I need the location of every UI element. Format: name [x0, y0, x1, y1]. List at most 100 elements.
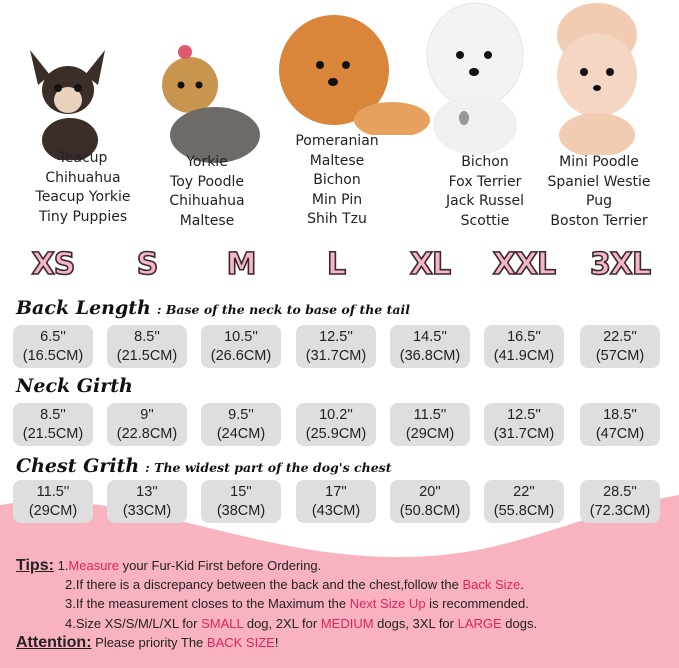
measurement-cell: 8.5'' (21.5CM)	[13, 403, 93, 446]
tip-highlight: Measure	[68, 558, 119, 573]
inch-value: 9.5''	[228, 407, 254, 423]
tip-text: 2.If there is a discrepancy between the …	[65, 577, 463, 593]
breed: Teacup Yorkie	[35, 189, 131, 205]
inch-value: 9''	[140, 407, 154, 423]
tip-highlight: SMALL	[201, 615, 244, 631]
chihuahua-photo	[30, 50, 105, 160]
measurement-cell: 12.5'' (31.7CM)	[484, 403, 564, 446]
breed: Min Pin	[311, 191, 363, 208]
measurement-cell: 22.5'' (57CM)	[580, 325, 660, 368]
tip-highlight: MEDIUM	[320, 615, 374, 631]
breed: Pomeranian	[295, 133, 379, 149]
tip-text: your Fur-Kid First before Ordering.	[118, 558, 322, 573]
attention-text: Please priority The	[91, 635, 207, 650]
attention-highlight: BACK SIZE	[206, 635, 275, 650]
inch-value: 10.5''	[224, 329, 258, 345]
breed-list-l: Pomeranian Maltese Bichon Min Pin Shih Tzu	[257, 132, 417, 230]
cm-value: (29CM)	[405, 426, 455, 442]
attention-end: !	[274, 635, 279, 650]
cm-value: (21.5CM)	[116, 348, 178, 364]
heading-title: Chest Grith	[16, 455, 140, 477]
size-label-xxl: XXL	[492, 246, 557, 283]
tip-text: 3.If the measurement closes to the Maxim…	[65, 596, 350, 612]
inch-value: 20''	[419, 484, 441, 500]
breed: Jack Russel	[445, 193, 525, 209]
inch-value: 6.5''	[40, 329, 66, 345]
poodle-photo	[557, 3, 637, 155]
bichon-photo	[426, 2, 524, 155]
attention-note: Attention: Please priority The BACK SIZE…	[16, 634, 278, 652]
size-label-xs: XS	[31, 246, 76, 283]
cm-value: (43CM)	[311, 503, 361, 519]
tip-text: dogs, 3XL for	[373, 615, 458, 631]
inch-value: 11.5''	[413, 407, 447, 423]
neck-girth-heading: Neck Girth	[16, 375, 133, 397]
cm-value: (36.8CM)	[399, 348, 461, 364]
tip-text: 1.	[57, 558, 69, 573]
measurement-cell: 28.5'' (72.3CM)	[580, 480, 660, 523]
tip-highlight: Next Size Up	[349, 596, 426, 612]
size-label-l: L	[326, 246, 347, 283]
tip-text: dog, 2XL for	[243, 615, 321, 631]
size-label-3xl: 3XL	[589, 246, 652, 283]
chest-girth-heading: Chest Grith: The widest part of the dog'…	[16, 455, 391, 477]
measurement-cell: 9'' (22.8CM)	[107, 403, 187, 446]
breed-list-3xl: Mini Poodle Spaniel Westie Pug Boston Terri…	[519, 153, 679, 231]
heading-title: Back Length	[16, 297, 151, 319]
breed: Maltese	[179, 212, 235, 229]
inch-value: 15''	[230, 484, 252, 500]
cm-value: (55.8CM)	[493, 503, 555, 519]
tip-highlight: LARGE	[457, 615, 502, 631]
breed: Toy Poodle	[170, 173, 244, 190]
measurement-cell: 22'' (55.8CM)	[484, 480, 564, 523]
measurement-cell: 15'' (38CM)	[201, 480, 281, 523]
inch-value: 12.5''	[319, 329, 353, 345]
cm-value: (22.8CM)	[116, 426, 178, 442]
tips-section: Tips: 1.Measure your Fur-Kid First befor…	[16, 556, 537, 633]
measurement-cell: 8.5'' (21.5CM)	[107, 325, 187, 368]
measurement-cell: 13'' (33CM)	[107, 480, 187, 523]
inch-value: 8.5''	[40, 407, 66, 423]
breed: Mini Poodle	[559, 154, 639, 170]
measurement-cell: 16.5'' (41.9CM)	[484, 325, 564, 368]
measurement-cell: 6.5'' (16.5CM)	[13, 325, 93, 368]
inch-value: 14.5''	[413, 329, 447, 345]
cm-value: (26.6CM)	[210, 348, 272, 364]
measurement-cell: 10.2'' (25.9CM)	[296, 403, 376, 446]
breed-list-s-m: Yorkie Toy Poodle Chihuahua Maltese	[127, 153, 287, 231]
cm-value: (50.8CM)	[399, 503, 461, 519]
cm-value: (25.9CM)	[305, 426, 367, 442]
measurement-cell: 10.5'' (26.6CM)	[201, 325, 281, 368]
breed: Maltese	[309, 152, 365, 169]
cm-value: (38CM)	[216, 503, 266, 519]
cm-value: (31.7CM)	[305, 348, 367, 364]
inch-value: 10.2''	[319, 407, 353, 423]
tip-highlight: Back Size	[462, 577, 521, 593]
inch-value: 22''	[513, 484, 535, 500]
size-label-m: M	[226, 246, 257, 283]
tip-text: .	[520, 577, 524, 593]
tip-text: is recommended.	[425, 596, 529, 612]
attention-label: Attention:	[16, 634, 92, 651]
breed: Spaniel Westie	[547, 173, 651, 190]
measurement-cell: 12.5'' (31.7CM)	[296, 325, 376, 368]
inch-value: 17''	[325, 484, 347, 500]
tip-text: 4.Size XS/S/M/L/XL for	[65, 615, 202, 631]
cm-value: (16.5CM)	[22, 348, 84, 364]
tip-text: dogs.	[501, 615, 538, 631]
inch-value: 11.5''	[36, 484, 70, 500]
inch-value: 8.5''	[134, 329, 160, 345]
measurement-cell: 11.5'' (29CM)	[390, 403, 470, 446]
cm-value: (57CM)	[595, 348, 645, 364]
heading-subtitle: : Base of the neck to base of the tail	[156, 302, 410, 317]
cm-value: (29CM)	[28, 503, 78, 519]
inch-value: 16.5''	[507, 329, 541, 345]
breed: Tiny Puppies	[38, 208, 128, 225]
breed-list-xl-xxl: Bichon Fox Terrier Jack Russel Scottie	[405, 153, 565, 231]
cm-value: (21.5CM)	[22, 426, 84, 442]
tips-label: Tips:	[16, 557, 54, 574]
breed: Bichon	[461, 154, 509, 170]
cm-value: (47CM)	[595, 426, 645, 442]
measurement-cell: 14.5'' (36.8CM)	[390, 325, 470, 368]
cm-value: (33CM)	[122, 503, 172, 519]
